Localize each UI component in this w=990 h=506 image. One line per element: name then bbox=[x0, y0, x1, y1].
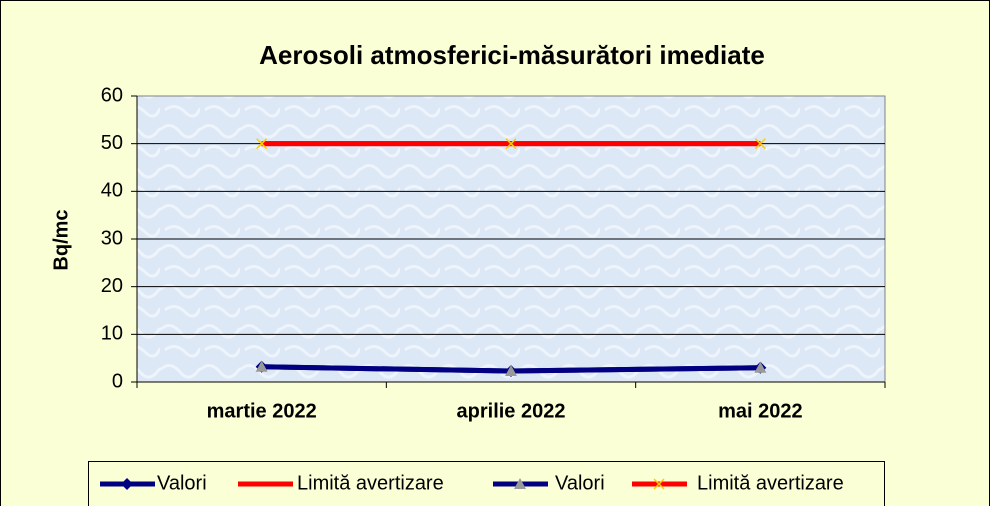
data-point bbox=[754, 138, 766, 150]
legend-label: Limită avertizare bbox=[297, 472, 444, 494]
data-point bbox=[256, 138, 268, 150]
y-tick-label: 40 bbox=[101, 180, 123, 202]
y-tick-label: 20 bbox=[101, 275, 123, 297]
y-tick-label: 10 bbox=[101, 323, 123, 345]
legend-label: Limită avertizare bbox=[697, 472, 844, 494]
legend-label: Valori bbox=[555, 472, 605, 494]
y-tick-label: 30 bbox=[101, 227, 123, 249]
y-axis-label: Bq/mc bbox=[50, 209, 72, 270]
legend-marker bbox=[653, 478, 665, 490]
legend-label: Valori bbox=[157, 472, 207, 494]
x-tick-label: martie 2022 bbox=[207, 400, 317, 422]
data-point bbox=[255, 360, 268, 372]
y-tick-label: 0 bbox=[112, 370, 123, 392]
legend-marker bbox=[514, 478, 526, 489]
legend-marker bbox=[121, 478, 133, 490]
x-tick-label: aprilie 2022 bbox=[457, 400, 566, 422]
data-point bbox=[505, 138, 517, 150]
y-tick-label: 60 bbox=[101, 84, 123, 106]
legend bbox=[88, 461, 885, 506]
chart-title: Aerosoli atmosferici-măsurători imediate bbox=[259, 40, 765, 70]
x-tick-label: mai 2022 bbox=[718, 400, 803, 422]
data-point bbox=[754, 361, 767, 373]
data-point bbox=[505, 365, 517, 377]
y-tick-label: 50 bbox=[101, 132, 123, 154]
